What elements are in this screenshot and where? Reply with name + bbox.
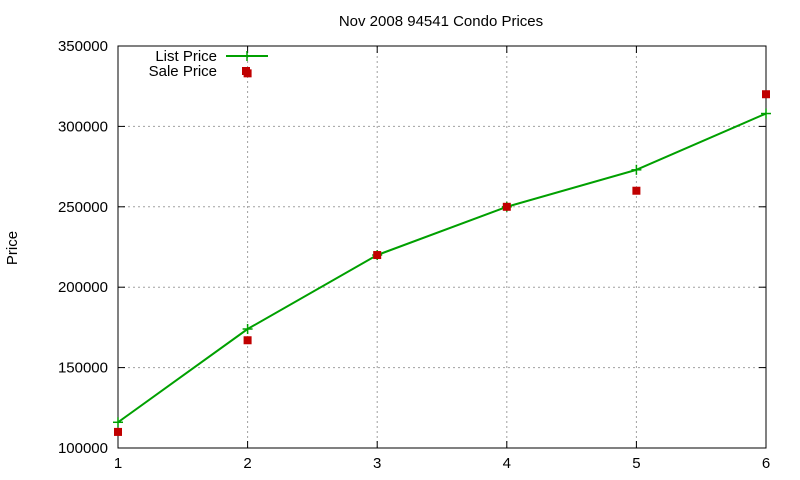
grid <box>118 46 766 448</box>
x-tick-label: 3 <box>373 455 381 472</box>
y-ticks: 100000 150000 200000 250000 300000 350000 <box>58 38 766 457</box>
x-tick-label: 2 <box>243 455 251 472</box>
legend-marker-sale-price <box>242 67 250 75</box>
legend-label-sale-price: Sale Price <box>149 63 217 80</box>
legend-label-list-price: List Price <box>155 48 217 65</box>
y-tick-label: 300000 <box>58 118 108 135</box>
series-list-price <box>113 108 771 428</box>
data-point <box>632 186 641 195</box>
y-tick-label: 100000 <box>58 440 108 457</box>
chart-title: Nov 2008 94541 Condo Prices <box>339 13 543 30</box>
series-line <box>117 112 767 424</box>
x-tick-label: 1 <box>114 455 122 472</box>
y-tick-label: 350000 <box>58 38 108 55</box>
x-ticks: 1 2 3 4 5 6 <box>114 46 770 472</box>
data-point <box>762 90 770 99</box>
data-point <box>242 324 253 335</box>
plot-frame <box>117 45 767 449</box>
data-point <box>373 251 382 260</box>
data-point <box>502 202 511 211</box>
series-layer <box>113 69 771 436</box>
data-point <box>243 336 252 345</box>
y-axis-label: Price <box>4 231 21 265</box>
x-tick-label: 5 <box>632 455 640 472</box>
y-tick-label: 150000 <box>58 360 108 377</box>
y-tick-label: 250000 <box>58 199 108 216</box>
y-tick-label: 200000 <box>58 279 108 296</box>
x-tick-label: 6 <box>762 455 770 472</box>
data-point <box>631 164 642 175</box>
data-point <box>114 427 122 436</box>
x-tick-label: 4 <box>503 455 511 472</box>
data-point <box>761 108 771 119</box>
series-sale-price <box>114 90 770 436</box>
data-point <box>113 417 123 428</box>
